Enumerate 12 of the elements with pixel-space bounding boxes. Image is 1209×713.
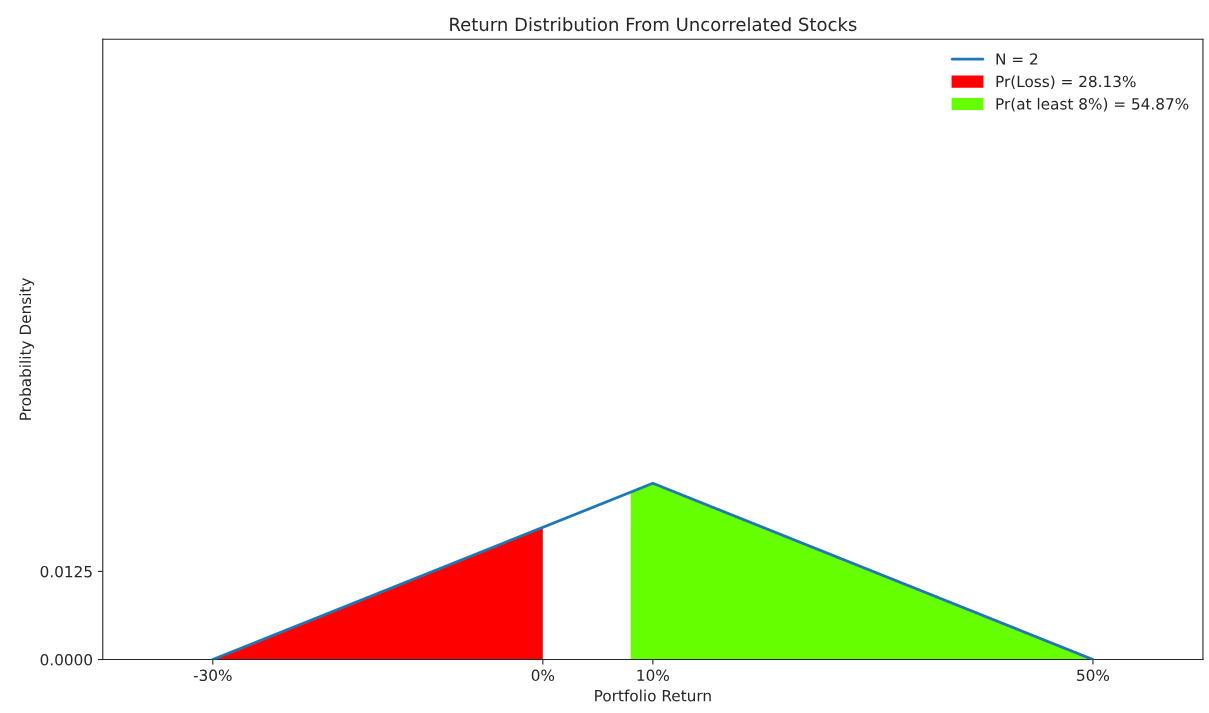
legend-label: N = 2 — [996, 53, 1038, 65]
y-tick-label: 0.0000 — [40, 653, 93, 666]
x-axis-title: Portfolio Return — [595, 689, 711, 702]
x-tick-label: 0% — [531, 669, 555, 682]
chart-title: Return Distribution From Uncorrelated Stocks — [450, 17, 857, 32]
legend-label: Pr(Loss) = 28.13% — [996, 75, 1136, 90]
x-tick-label: 10% — [637, 669, 669, 682]
y-tick-label: 0.0125 — [40, 565, 92, 578]
x-tick-label: -30% — [193, 669, 232, 682]
legend-label: Pr(at least 8%) = 54.87% — [996, 97, 1189, 112]
x-tick-label: 50% — [1077, 669, 1110, 682]
y-axis-title: Probability Density — [19, 277, 35, 420]
